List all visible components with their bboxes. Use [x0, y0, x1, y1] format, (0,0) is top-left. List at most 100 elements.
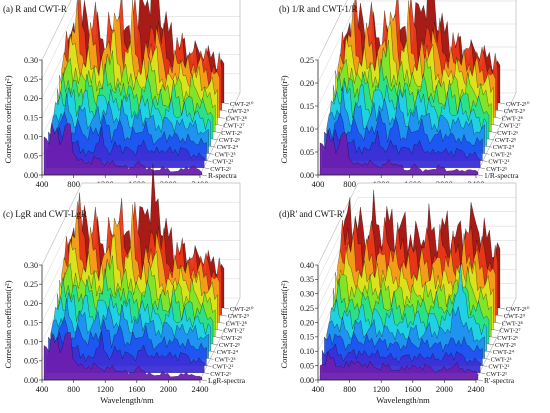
depth-label: 1/R-spectra — [484, 171, 519, 180]
depth-tick — [215, 131, 221, 133]
depth-tick — [212, 138, 219, 141]
depth-label: CWT-2⁵ — [219, 137, 240, 144]
chart-panel: CWT-2¹⁰CWT-2⁹CWT-2⁸CWT-2⁷CWT-2⁶CWT-2⁵CWT… — [3, 163, 254, 405]
y-tick-label: 0.25 — [300, 56, 314, 65]
y-tick-label: 0.20 — [24, 94, 38, 103]
depth-label: CWT-2⁹ — [504, 108, 526, 115]
depth-label: CWT-2⁸ — [502, 320, 523, 327]
depth-label: CWT-2¹⁰ — [506, 101, 530, 108]
depth-label: CWT-2⁷ — [223, 328, 244, 335]
depth-tick — [201, 379, 208, 382]
gridline — [41, 182, 83, 266]
depth-tick — [482, 160, 488, 162]
y-tick-label: 0.25 — [24, 75, 38, 84]
depth-label: CWT-2⁷ — [499, 123, 520, 130]
x-tick-label: 1200 — [373, 384, 390, 394]
depth-label: CWT-2¹ — [486, 371, 507, 378]
depth-tick — [484, 358, 490, 360]
depth-label: CWT-2⁶ — [497, 130, 518, 137]
depth-tick — [217, 329, 223, 331]
gridline — [41, 202, 83, 285]
depth-label: CWT-2² — [212, 159, 233, 166]
y-axis-label: Correlation coefficient(r²) — [279, 280, 289, 368]
depth-tick — [219, 117, 225, 119]
depth-tick — [477, 379, 484, 382]
depth-label: CWT-2⁴ — [493, 144, 515, 151]
gridline — [317, 197, 359, 280]
depth-label: CWT-2⁹ — [504, 313, 526, 320]
panel-title: (d)R' and CWT-R' — [279, 209, 345, 219]
depth-label: CWT-2¹ — [486, 166, 507, 173]
series-area — [319, 351, 479, 381]
x-tick-label: 1600 — [128, 384, 145, 394]
depth-tick — [208, 153, 214, 155]
depth-tick — [212, 343, 219, 346]
depth-tick — [486, 146, 492, 148]
depth-label: CWT-2² — [488, 364, 509, 371]
y-tick-label: 0.40 — [300, 261, 314, 270]
y-tick-label: 0.00 — [300, 376, 314, 385]
depth-tick — [206, 365, 212, 367]
depth-tick — [495, 322, 501, 324]
depth-tick — [219, 322, 225, 324]
y-tick-label: 0.20 — [24, 299, 38, 308]
depth-tick — [201, 174, 208, 177]
y-tick-label: 0.10 — [24, 337, 38, 346]
depth-tick — [488, 343, 495, 346]
y-tick-label: 0.05 — [300, 361, 314, 370]
x-tick-label: 2400 — [192, 384, 209, 394]
depth-label: R-spectra — [208, 171, 237, 180]
y-tick-label: 0.30 — [24, 56, 38, 65]
depth-label: CWT-2³ — [215, 151, 236, 158]
x-tick-label: 800 — [343, 384, 356, 394]
y-tick-label: 0.15 — [300, 102, 314, 111]
series-area — [43, 332, 203, 381]
depth-tick — [477, 174, 484, 177]
depth-tick — [221, 110, 227, 112]
depth-label: CWT-2³ — [215, 356, 236, 363]
depth-label: CWT-2⁹ — [228, 108, 250, 115]
y-axis-label: Correlation coefficient(r²) — [3, 75, 13, 163]
y-tick-label: 0.00 — [300, 171, 314, 180]
depth-tick — [495, 117, 501, 119]
depth-label: CWT-2⁴ — [217, 144, 239, 151]
y-tick-label: 0.25 — [300, 304, 314, 313]
depth-tick — [480, 372, 486, 374]
depth-label: CWT-2⁵ — [219, 342, 240, 349]
chart-panel: CWT-2¹⁰CWT-2⁹CWT-2⁸CWT-2⁷CWT-2⁶CWT-2⁵CWT… — [3, 0, 254, 200]
depth-tick — [215, 336, 221, 338]
y-tick-label: 0.05 — [300, 148, 314, 157]
depth-label: R'-spectra — [484, 376, 515, 385]
x-tick-label: 2000 — [436, 384, 453, 394]
series-area — [48, 111, 207, 161]
depth-tick — [491, 131, 497, 133]
depth-label: CWT-2⁹ — [228, 313, 250, 320]
y-tick-label: 0.20 — [300, 318, 314, 327]
depth-tick — [223, 102, 230, 105]
depth-tick — [482, 365, 488, 367]
depth-tick — [206, 160, 212, 162]
depth-label: CWT-2¹⁰ — [506, 306, 530, 313]
depth-label: LgR-spectra — [208, 376, 246, 385]
chart-panel: CWT-2¹⁰CWT-2⁹CWT-2⁸CWT-2⁷CWT-2⁶CWT-2⁵CWT… — [279, 0, 530, 200]
y-tick-label: 0.05 — [24, 152, 38, 161]
gridline — [41, 0, 81, 80]
depth-tick — [204, 167, 210, 169]
series-area — [319, 129, 479, 176]
x-tick-label: 800 — [67, 179, 80, 189]
depth-label: CWT-2⁴ — [493, 349, 515, 356]
series-area — [43, 122, 203, 176]
x-tick-label: 400 — [36, 384, 49, 394]
depth-tick — [208, 358, 214, 360]
y-tick-label: 0.30 — [24, 261, 38, 270]
x-tick-label: 2000 — [160, 384, 177, 394]
panel-title: (b) 1/R and CWT-1/R — [279, 4, 357, 14]
depth-label: CWT-2⁸ — [502, 115, 523, 122]
depth-tick — [493, 329, 499, 331]
y-tick-label: 0.25 — [24, 280, 38, 289]
x-axis-label: Wavelength/nm — [376, 395, 430, 405]
depth-tick — [493, 124, 499, 126]
panel-title: (c) LgR and CWT-LgR — [3, 209, 87, 219]
